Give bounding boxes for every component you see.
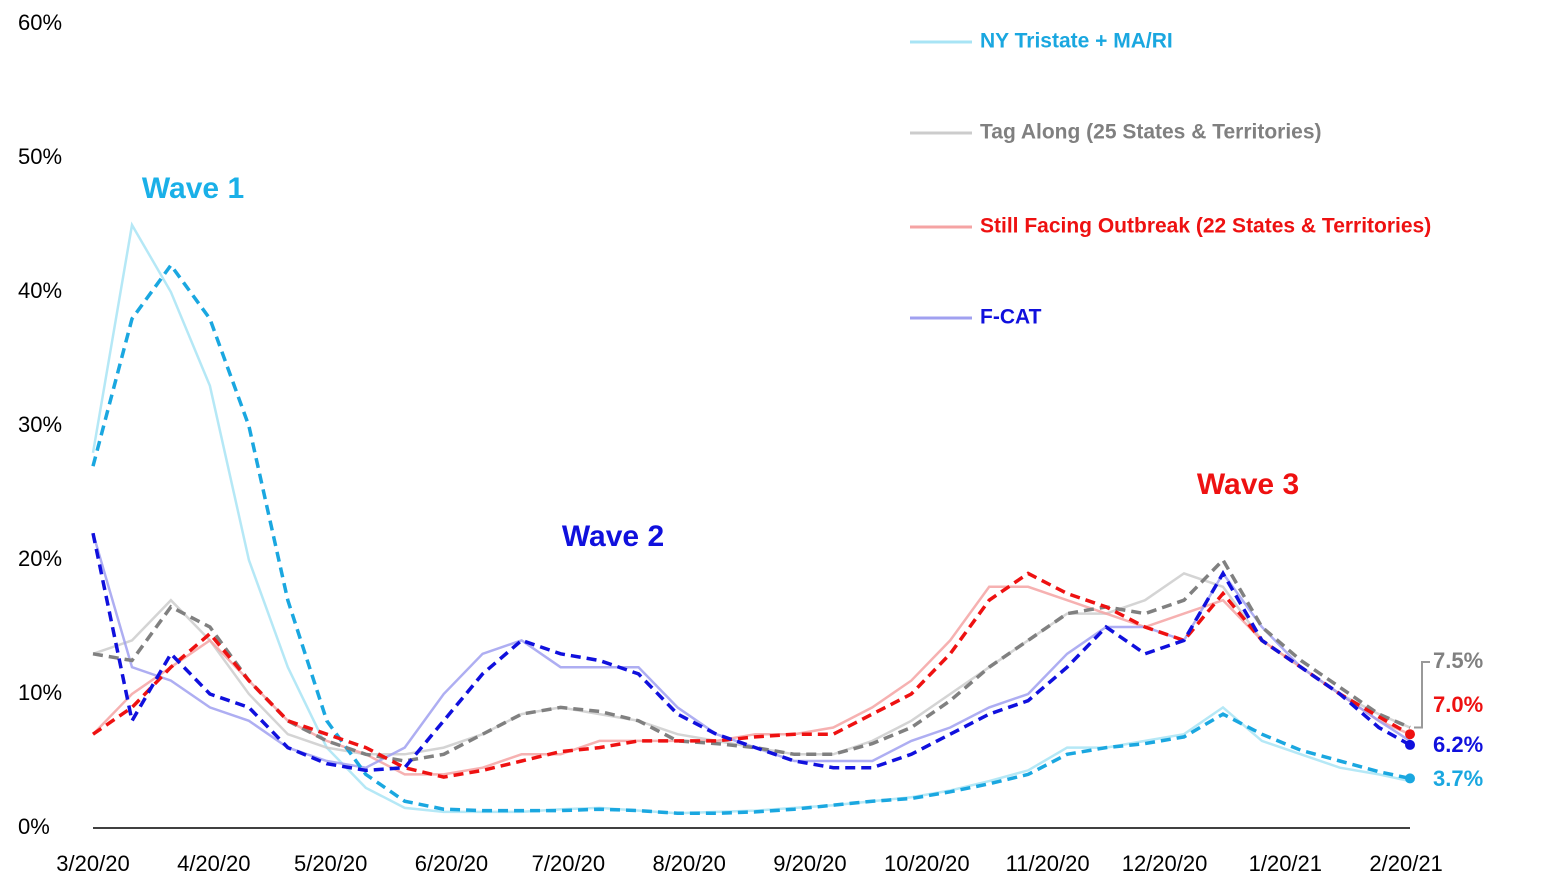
x-tick-label: 9/20/20 [773,851,846,876]
y-tick-label: 50% [18,144,62,169]
end-label: 6.2% [1433,732,1483,757]
moving-average-line [92,571,1411,779]
legend-label: Still Facing Outbreak (22 States & Terri… [980,215,1431,238]
x-tick-label: 4/20/20 [177,851,250,876]
y-tick-label: 0% [18,814,50,839]
end-dot [1405,773,1415,784]
annotation: Wave 2 [562,520,664,553]
annotation: Wave 1 [142,172,244,205]
x-tick-label: 12/20/20 [1122,851,1208,876]
x-tick-label: 8/20/20 [652,851,725,876]
legend-label: Tag Along (25 States & Territories) [980,121,1322,144]
y-tick-label: 30% [18,412,62,437]
x-tick-label: 5/20/20 [294,851,367,876]
x-tick-label: 11/20/20 [1006,851,1090,876]
y-tick-label: 10% [18,680,62,705]
moving-average-line [92,557,1411,763]
raw-line [92,572,1411,756]
y-tick-label: 60% [18,10,62,35]
x-tick-label: 6/20/20 [415,851,488,876]
annotation: Wave 3 [1197,468,1299,501]
raw-line [92,585,1411,776]
legend-label: F-CAT [980,306,1042,329]
end-label: 7.0% [1433,692,1483,717]
x-tick-label: 10/20/20 [884,851,970,876]
end-label: 3.7% [1433,766,1483,791]
y-tick-label: 40% [18,278,62,303]
x-tick-label: 3/20/20 [56,851,129,876]
legend-label: NY Tristate + MA/RI [980,30,1173,53]
end-label-leader [1414,661,1430,729]
end-dot [1405,729,1415,740]
y-tick-label: 20% [18,546,62,571]
x-tick-label: 2/20/21 [1369,851,1442,876]
raw-line [91,221,1411,815]
end-dot [1405,739,1415,750]
end-label: 7.5% [1433,648,1483,673]
moving-average-line [91,262,1411,816]
moving-average-line [91,532,1411,773]
x-tick-label: 1/20/21 [1249,851,1322,876]
x-tick-label: 7/20/20 [532,851,605,876]
